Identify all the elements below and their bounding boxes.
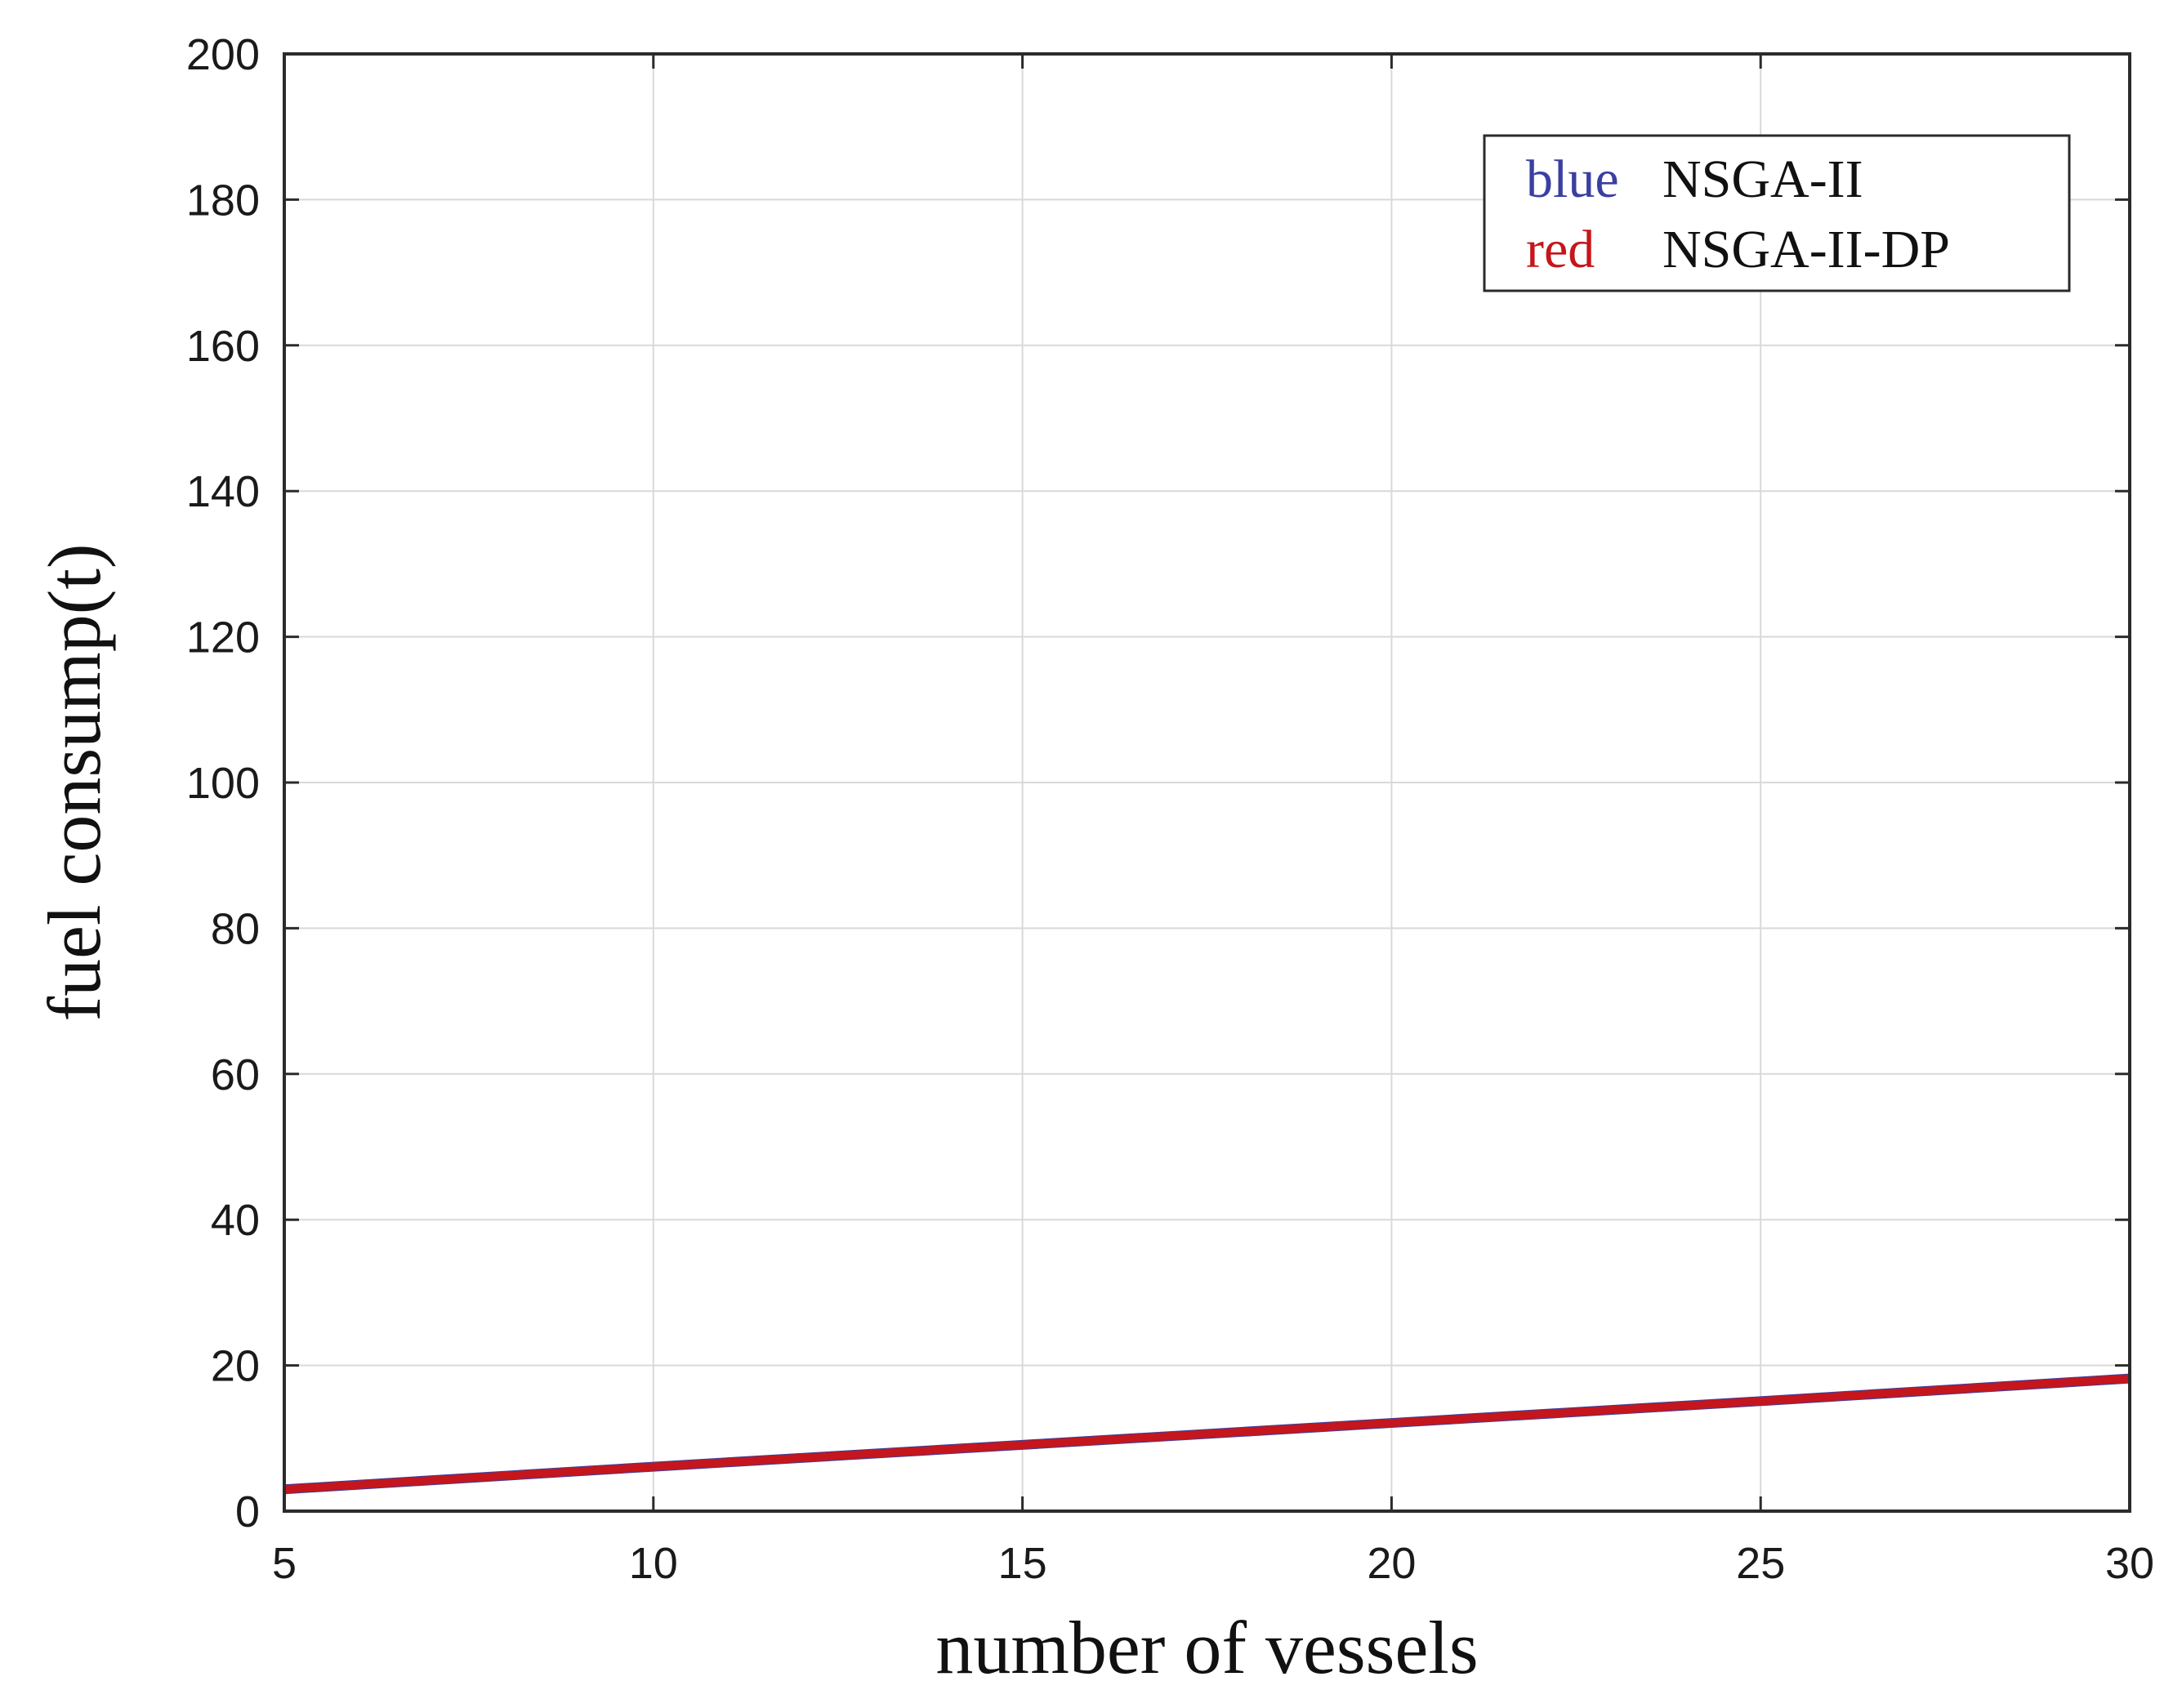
x-tick-label: 20 <box>1367 1539 1416 1588</box>
series-line-nsga-ii-dp <box>283 1374 2131 1494</box>
axis-ticks: 5 10 15 20 25 30 0 20 40 60 80 100 120 140 160 180 200 <box>186 30 2154 1588</box>
x-tick-label: 5 <box>272 1539 297 1588</box>
legend-color-word-blue: blue <box>1526 149 1619 209</box>
y-tick-label: 80 <box>211 904 260 953</box>
y-tick-label: 40 <box>211 1196 260 1245</box>
x-tick-label: 10 <box>629 1539 678 1588</box>
x-tick-label: 30 <box>2105 1539 2154 1588</box>
x-axis-title: number of vessels <box>935 1606 1478 1689</box>
y-tick-label: 200 <box>186 30 260 79</box>
x-tick-label: 25 <box>1736 1539 1785 1588</box>
series-lines <box>283 1373 2131 1495</box>
y-tick-label: 140 <box>186 467 260 516</box>
y-axis-title: fuel consump(t) <box>33 543 116 1021</box>
x-tick-label: 15 <box>998 1539 1047 1588</box>
y-tick-label: 60 <box>211 1050 260 1099</box>
grid-lines <box>284 54 2130 1511</box>
legend-entry-nsga-ii-dp: NSGA-II-DP <box>1662 220 1950 279</box>
y-tick-label: 160 <box>186 322 260 371</box>
legend: blue NSGA-II red NSGA-II-DP <box>1483 134 2071 292</box>
y-tick-label: 180 <box>186 176 260 225</box>
legend-color-word-red: red <box>1526 220 1595 279</box>
y-tick-label: 0 <box>235 1487 260 1536</box>
legend-entry-nsga-ii: NSGA-II <box>1662 149 1863 209</box>
y-tick-label: 120 <box>186 613 260 662</box>
y-tick-label: 20 <box>211 1342 260 1391</box>
legend-box <box>1483 134 2071 292</box>
y-tick-label: 100 <box>186 759 260 808</box>
